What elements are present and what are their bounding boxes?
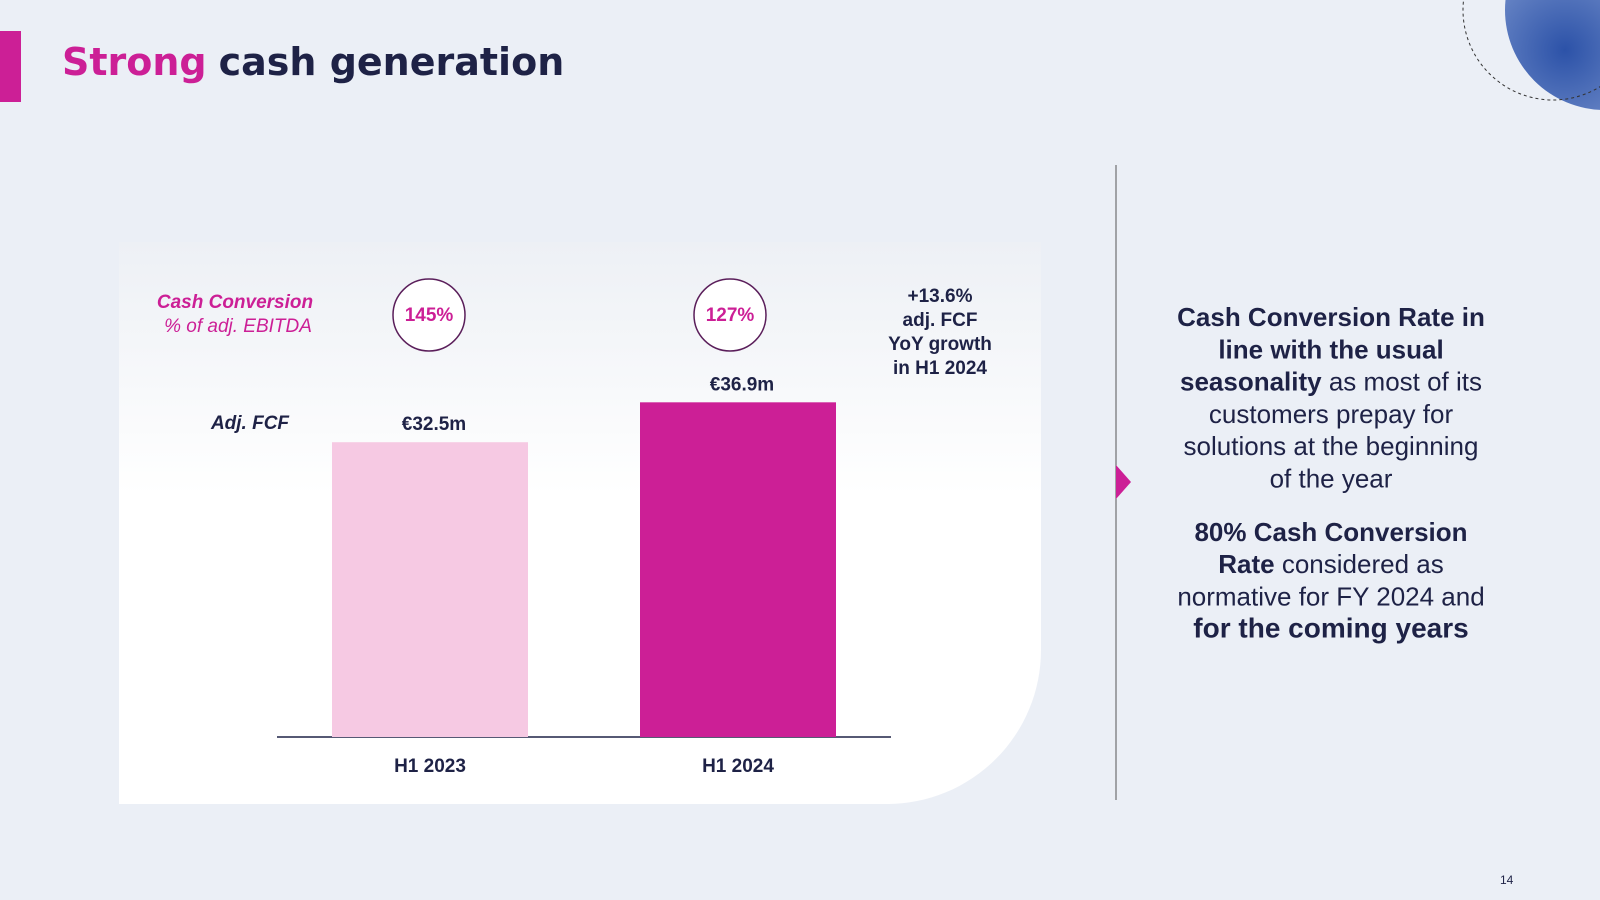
- annotation: +13.6%: [908, 286, 973, 307]
- note-run: seasonality: [1180, 366, 1322, 396]
- annotation: YoY growth: [888, 334, 992, 355]
- conversion-sublabel: % of adj. EBITDA: [164, 316, 312, 337]
- divider-arrow: [1116, 465, 1131, 499]
- x-tick-label: H1 2023: [394, 756, 466, 777]
- note-line: customers prepay for: [1209, 399, 1454, 429]
- note-run: line with the usual: [1218, 334, 1443, 364]
- title-rest: cash generation: [219, 40, 565, 84]
- value-label: €36.9m: [710, 374, 774, 395]
- note-run: 80% Cash Conversion: [1194, 517, 1467, 547]
- bar: [640, 402, 836, 737]
- series-label: Adj. FCF: [210, 413, 290, 434]
- note-run: Rate: [1218, 549, 1274, 579]
- conversion-circle: [693, 278, 767, 352]
- note-run: customers prepay for: [1209, 399, 1454, 429]
- note-run: normative for FY 2024 and: [1177, 581, 1484, 611]
- note-run: as most of its: [1322, 366, 1482, 396]
- conversion-value: 145%: [405, 305, 454, 326]
- title-accent: Strong: [62, 40, 207, 84]
- note-line: line with the usual: [1218, 334, 1443, 364]
- note-line: normative for FY 2024 and: [1177, 581, 1484, 611]
- note-run: for the coming years: [1193, 613, 1468, 644]
- note-line: 80% Cash Conversion: [1194, 517, 1467, 547]
- note-run: Cash Conversion Rate in: [1177, 302, 1485, 332]
- decor-orb: [1505, 0, 1600, 110]
- value-label: €32.5m: [402, 414, 466, 435]
- bar: [332, 442, 528, 737]
- conversion-value: 127%: [706, 305, 755, 326]
- note-line: of the year: [1270, 463, 1393, 493]
- note-run: solutions at the beginning: [1184, 431, 1479, 461]
- title: Strong cash generation: [62, 40, 564, 84]
- decor-ring: [1462, 0, 1600, 101]
- note-line: Cash Conversion Rate in: [1177, 302, 1485, 332]
- conversion-circle: [392, 278, 466, 352]
- annotation: in H1 2024: [893, 358, 987, 379]
- title-accent-bar: [0, 31, 21, 102]
- note-line: seasonality as most of its: [1180, 366, 1482, 396]
- conversion-label: Cash Conversion: [157, 292, 313, 313]
- note-line: solutions at the beginning: [1184, 431, 1479, 461]
- note-line: for the coming years: [1193, 613, 1468, 644]
- annotation: adj. FCF: [903, 310, 978, 331]
- x-tick-label: H1 2024: [702, 756, 774, 777]
- page-number: 14: [1500, 873, 1514, 887]
- note-line: Rate considered as: [1218, 549, 1443, 579]
- note-run: considered as: [1275, 549, 1444, 579]
- note-run: of the year: [1270, 463, 1393, 493]
